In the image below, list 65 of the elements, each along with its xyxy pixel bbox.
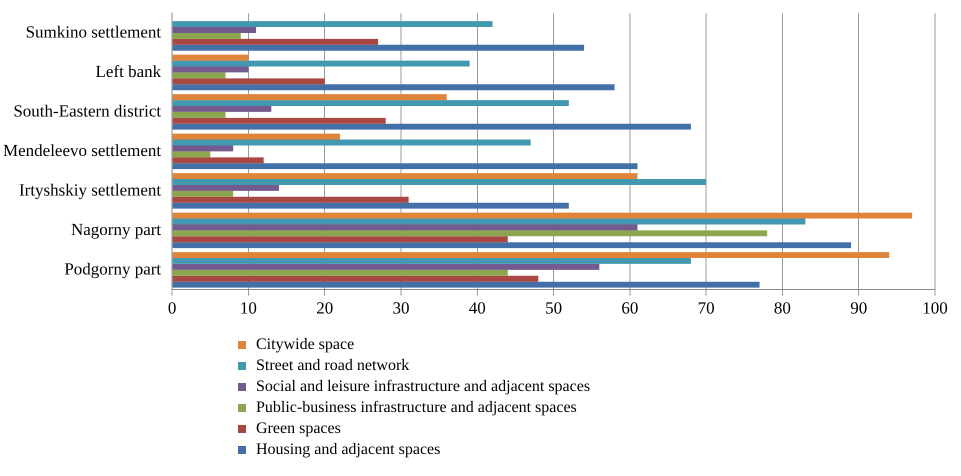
bar [172, 54, 248, 61]
bar [172, 145, 234, 152]
y-tick-label: Mendeleevo settlement [3, 140, 162, 160]
bar [172, 196, 409, 203]
bar [172, 151, 210, 158]
bar [172, 112, 226, 118]
bar [172, 258, 691, 264]
bar [172, 270, 508, 276]
bar [172, 184, 279, 191]
x-tick-label: 60 [621, 298, 638, 318]
bar [172, 32, 241, 39]
bar [172, 190, 234, 197]
bar [172, 224, 638, 230]
bar [172, 21, 493, 28]
x-tick-label: 40 [468, 298, 486, 318]
x-tick-label: 50 [545, 298, 562, 318]
bar [172, 94, 447, 100]
bar [172, 218, 806, 224]
y-tick-label: Irtyshskiy settlement [19, 180, 162, 200]
legend-label: Green spaces [256, 419, 341, 439]
bar [172, 27, 256, 33]
bar [172, 72, 226, 78]
bar [172, 44, 584, 51]
bar [172, 60, 470, 67]
y-tick-label: Left bank [96, 62, 162, 81]
bar [172, 100, 569, 106]
bar [172, 66, 248, 72]
legend-label: Social and leisure infrastructure and adjacent spaces [256, 377, 590, 397]
bar [172, 179, 706, 185]
bar [172, 173, 638, 180]
legend-label: Citywide space [256, 335, 354, 355]
y-tick-label: South-Eastern district [13, 101, 162, 120]
bar [172, 106, 272, 112]
bar [172, 202, 569, 209]
legend-label: Street and road network [256, 356, 410, 376]
bar [172, 264, 600, 270]
bar [172, 236, 508, 242]
x-tick-label: 10 [240, 298, 257, 318]
bar [172, 242, 852, 248]
bar [172, 230, 768, 236]
bar [172, 78, 325, 84]
bar [172, 134, 340, 140]
legend-label: Public-business infrastructure and adjacent spaces [256, 398, 577, 418]
bar [172, 118, 386, 124]
y-tick-label: Sumkino settlement [26, 22, 162, 42]
bar [172, 38, 378, 45]
bar [172, 276, 538, 282]
x-tick-label: 70 [698, 298, 715, 318]
bar [172, 282, 760, 288]
bar [172, 124, 691, 130]
x-tick-label: 30 [392, 298, 410, 318]
bar [172, 140, 531, 146]
x-tick-label: 90 [850, 298, 868, 318]
x-tick-label: 0 [168, 298, 176, 318]
y-tick-label: Podgorny part [64, 259, 162, 278]
x-tick-label: 80 [774, 298, 791, 318]
bar [172, 157, 264, 164]
bar [172, 84, 615, 90]
x-tick-label: 100 [922, 298, 948, 318]
x-tick-label: 20 [316, 298, 334, 318]
bar [172, 252, 890, 258]
bar [172, 212, 912, 219]
bar [172, 163, 638, 170]
legend-label: Housing and adjacent spaces [256, 440, 440, 460]
y-tick-label: Nagorny part [70, 220, 162, 239]
